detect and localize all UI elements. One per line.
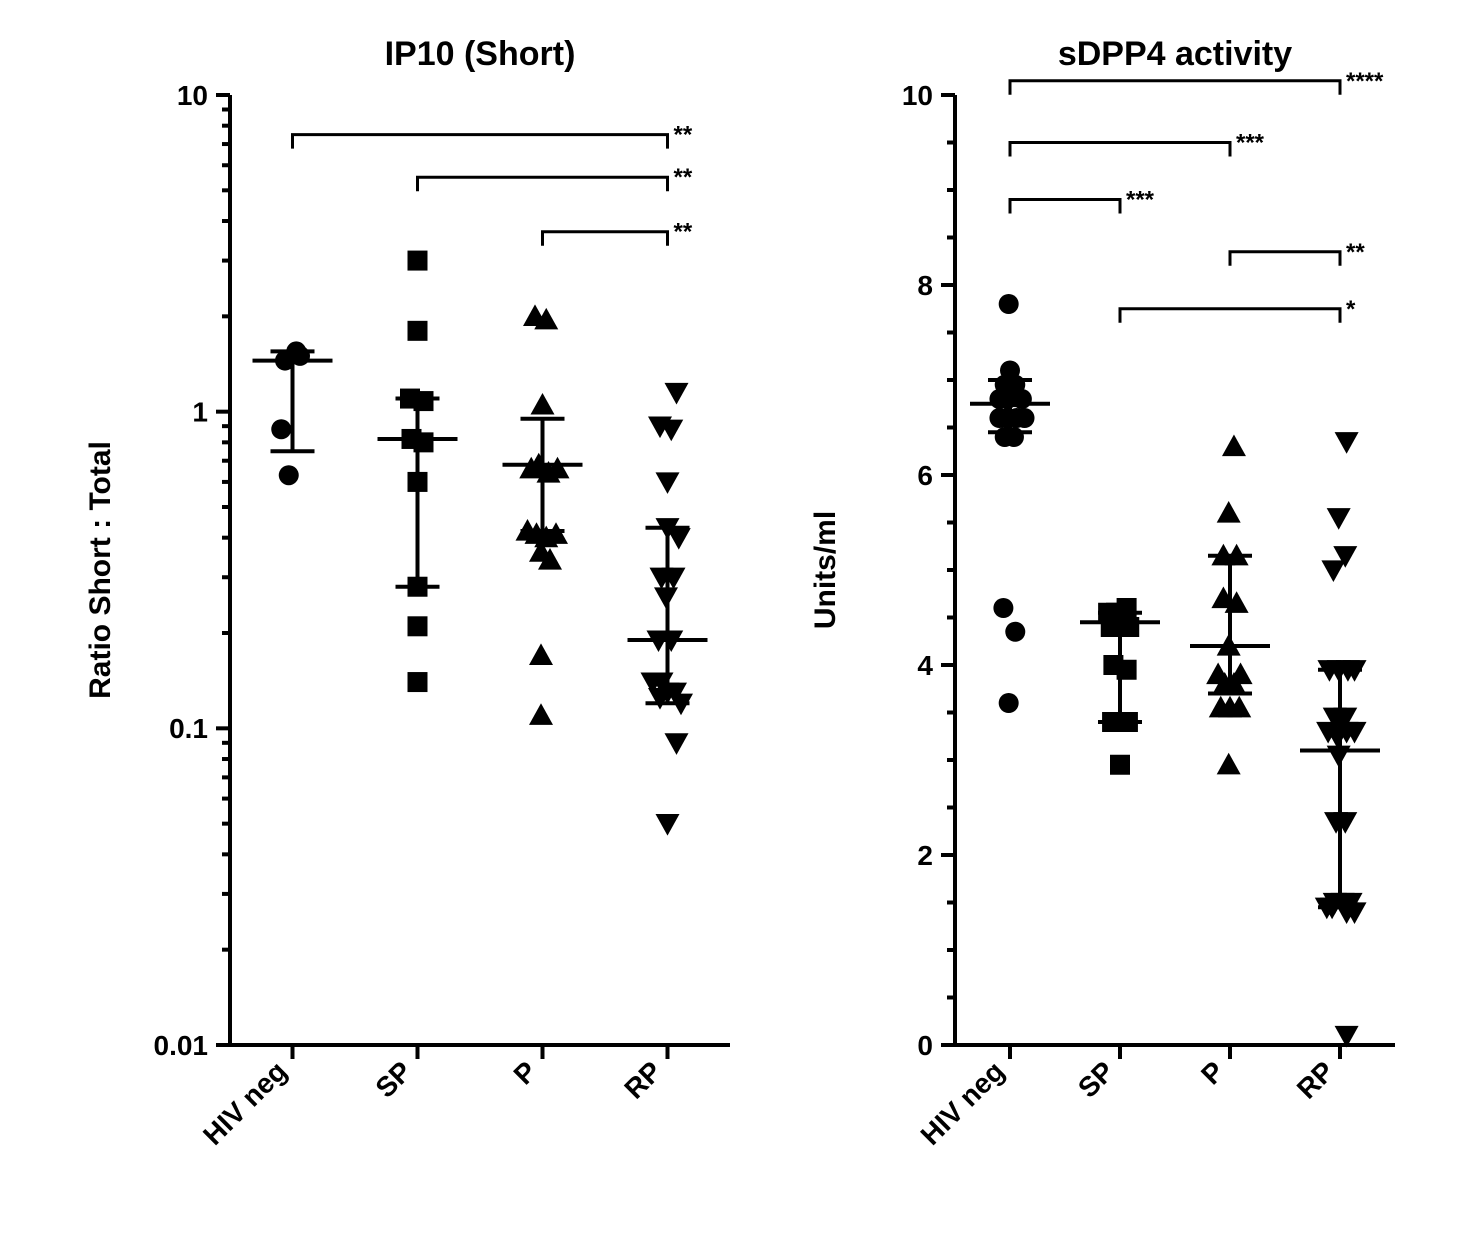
data-point: [408, 577, 428, 597]
y-axis-label: Ratio Short : Total: [84, 441, 117, 699]
ytick-label: 0.1: [169, 713, 208, 744]
ytick-label: 2: [917, 840, 933, 871]
significance-label: **: [674, 122, 693, 149]
data-point: [408, 472, 428, 492]
data-point: [1117, 598, 1137, 618]
data-point: [1118, 712, 1138, 732]
data-point: [1012, 389, 1032, 409]
figure-svg: IP10 (Short) 0.01 0.1 1 10 Ratio Short : Tota…: [0, 0, 1469, 1235]
data-point: [271, 419, 291, 439]
data-point: [1117, 660, 1137, 680]
ytick-label: 0: [917, 1030, 933, 1061]
data-point: [999, 294, 1019, 314]
data-point: [408, 251, 428, 271]
figure-stage: IP10 (Short) 0.01 0.1 1 10 Ratio Short : Tota…: [0, 0, 1469, 1235]
ytick-label: 6: [917, 460, 933, 491]
data-point: [279, 465, 299, 485]
data-point: [408, 321, 428, 341]
chart-title: IP10 (Short): [385, 35, 576, 73]
chart-title: sDPP4 activity: [1058, 35, 1292, 73]
data-point: [1119, 617, 1139, 637]
ytick-label: 1: [192, 396, 208, 427]
data-point: [1004, 427, 1024, 447]
ytick-label: 10: [902, 80, 933, 111]
significance-label: ***: [1126, 187, 1155, 214]
data-point: [408, 616, 428, 636]
data-point: [1110, 755, 1130, 775]
ytick-label: 4: [917, 650, 933, 681]
data-point: [1005, 622, 1025, 642]
significance-label: *: [1346, 296, 1356, 323]
data-point: [414, 391, 434, 411]
figure-bg: [0, 0, 1469, 1235]
ytick-label: 0.01: [154, 1030, 209, 1061]
significance-label: ***: [1236, 130, 1265, 157]
data-point: [290, 346, 310, 366]
ytick-label: 10: [177, 80, 208, 111]
ytick-label: 8: [917, 270, 933, 301]
data-point: [1015, 408, 1035, 428]
data-point: [414, 432, 434, 452]
data-point: [993, 598, 1013, 618]
significance-label: **: [674, 219, 693, 246]
y-axis-label: Units/ml: [809, 511, 842, 629]
significance-label: **: [1346, 239, 1365, 266]
data-point: [408, 672, 428, 692]
data-point: [999, 693, 1019, 713]
significance-label: ****: [1346, 68, 1384, 95]
significance-label: **: [674, 164, 693, 191]
